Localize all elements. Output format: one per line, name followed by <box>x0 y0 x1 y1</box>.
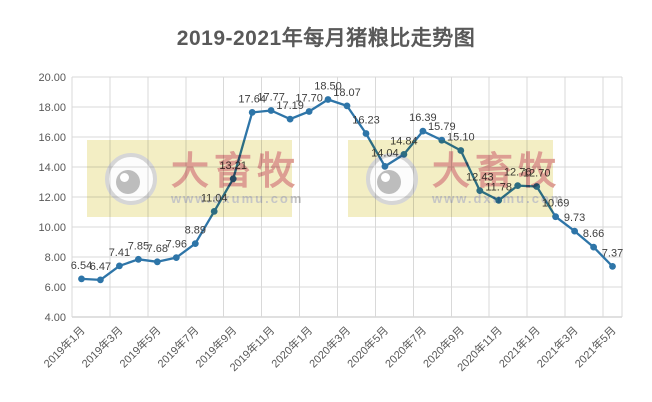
watermark-brand-text: 大畜牧 <box>432 150 562 193</box>
data-point-label: 7.96 <box>166 239 187 251</box>
data-point-marker <box>116 262 123 270</box>
data-point-label: 18.07 <box>333 87 361 99</box>
y-axis-tick-label: 10.00 <box>38 222 66 234</box>
y-axis-tick-label: 18.00 <box>38 102 66 114</box>
data-point-marker <box>362 130 370 137</box>
data-point-label: 6.47 <box>90 261 111 273</box>
data-point-marker <box>305 108 313 115</box>
data-point-marker <box>286 115 294 123</box>
data-point-label: 6.54 <box>71 260 92 272</box>
data-point-marker <box>135 255 142 263</box>
watermark-url-text: www.dxumu.com <box>171 190 304 206</box>
data-point-label: 9.73 <box>564 212 585 224</box>
data-point-marker <box>324 96 332 103</box>
data-point-label: 7.85 <box>128 240 149 252</box>
eye-logo-icon <box>105 152 157 205</box>
watermark-right: 大畜牧 www.dxumu.com <box>348 140 565 217</box>
data-point-label: 16.39 <box>409 112 437 124</box>
data-point-label: 7.37 <box>602 247 623 259</box>
data-point-marker <box>97 276 104 284</box>
data-point-label: 17.77 <box>257 92 285 104</box>
data-point-marker <box>78 275 85 283</box>
x-axis-tick-label: 2021年5月 <box>572 323 619 370</box>
data-point-marker <box>552 213 559 221</box>
y-axis-tick-label: 6.00 <box>45 282 66 294</box>
data-point-label: 7.68 <box>147 243 168 255</box>
y-axis-tick-label: 20.00 <box>38 72 66 84</box>
chart-title: 2019-2021年每月猪粮比走势图 <box>176 27 476 50</box>
y-axis-tick-label: 8.00 <box>45 252 66 264</box>
data-point-marker <box>248 109 256 116</box>
data-point-label: 15.79 <box>428 121 456 133</box>
data-point-marker <box>172 254 180 261</box>
data-point-label: 17.19 <box>276 100 304 112</box>
y-axis-tick-label: 4.00 <box>45 312 66 324</box>
data-point-label: 18.50 <box>314 81 342 93</box>
eye-glint <box>381 172 390 182</box>
data-point-marker <box>191 240 199 248</box>
y-axis-tick-label: 12.00 <box>38 192 66 204</box>
watermark-brand-text: 大畜牧 <box>171 150 301 193</box>
data-point-marker <box>590 243 597 251</box>
data-point-label: 17.64 <box>238 93 266 105</box>
data-point-label: 7.41 <box>109 247 130 259</box>
data-point-label: 17.70 <box>295 93 323 105</box>
data-point-label: 8.89 <box>185 225 206 237</box>
data-point-label: 16.23 <box>352 115 380 127</box>
data-point-marker <box>343 102 351 110</box>
eye-glint <box>120 172 129 182</box>
y-axis-tick-label: 16.00 <box>38 132 66 144</box>
watermark-url-text: www.dxumu.com <box>432 190 565 206</box>
data-point-marker <box>571 227 578 235</box>
y-axis-tick-label: 14.00 <box>38 162 66 174</box>
watermark-text-block: 大畜牧 www.dxumu.com <box>171 150 304 206</box>
data-point-label: 8.66 <box>583 228 604 240</box>
watermark-left: 大畜牧 www.dxumu.com <box>87 140 304 217</box>
data-point-marker <box>419 127 427 135</box>
eye-logo-icon <box>366 152 418 205</box>
data-point-marker <box>609 263 616 270</box>
eye-pupil <box>116 169 140 194</box>
eye-pupil <box>377 169 401 194</box>
data-point-marker <box>153 258 161 266</box>
watermark-text-block: 大畜牧 www.dxumu.com <box>432 150 565 206</box>
data-point-marker <box>267 107 275 114</box>
